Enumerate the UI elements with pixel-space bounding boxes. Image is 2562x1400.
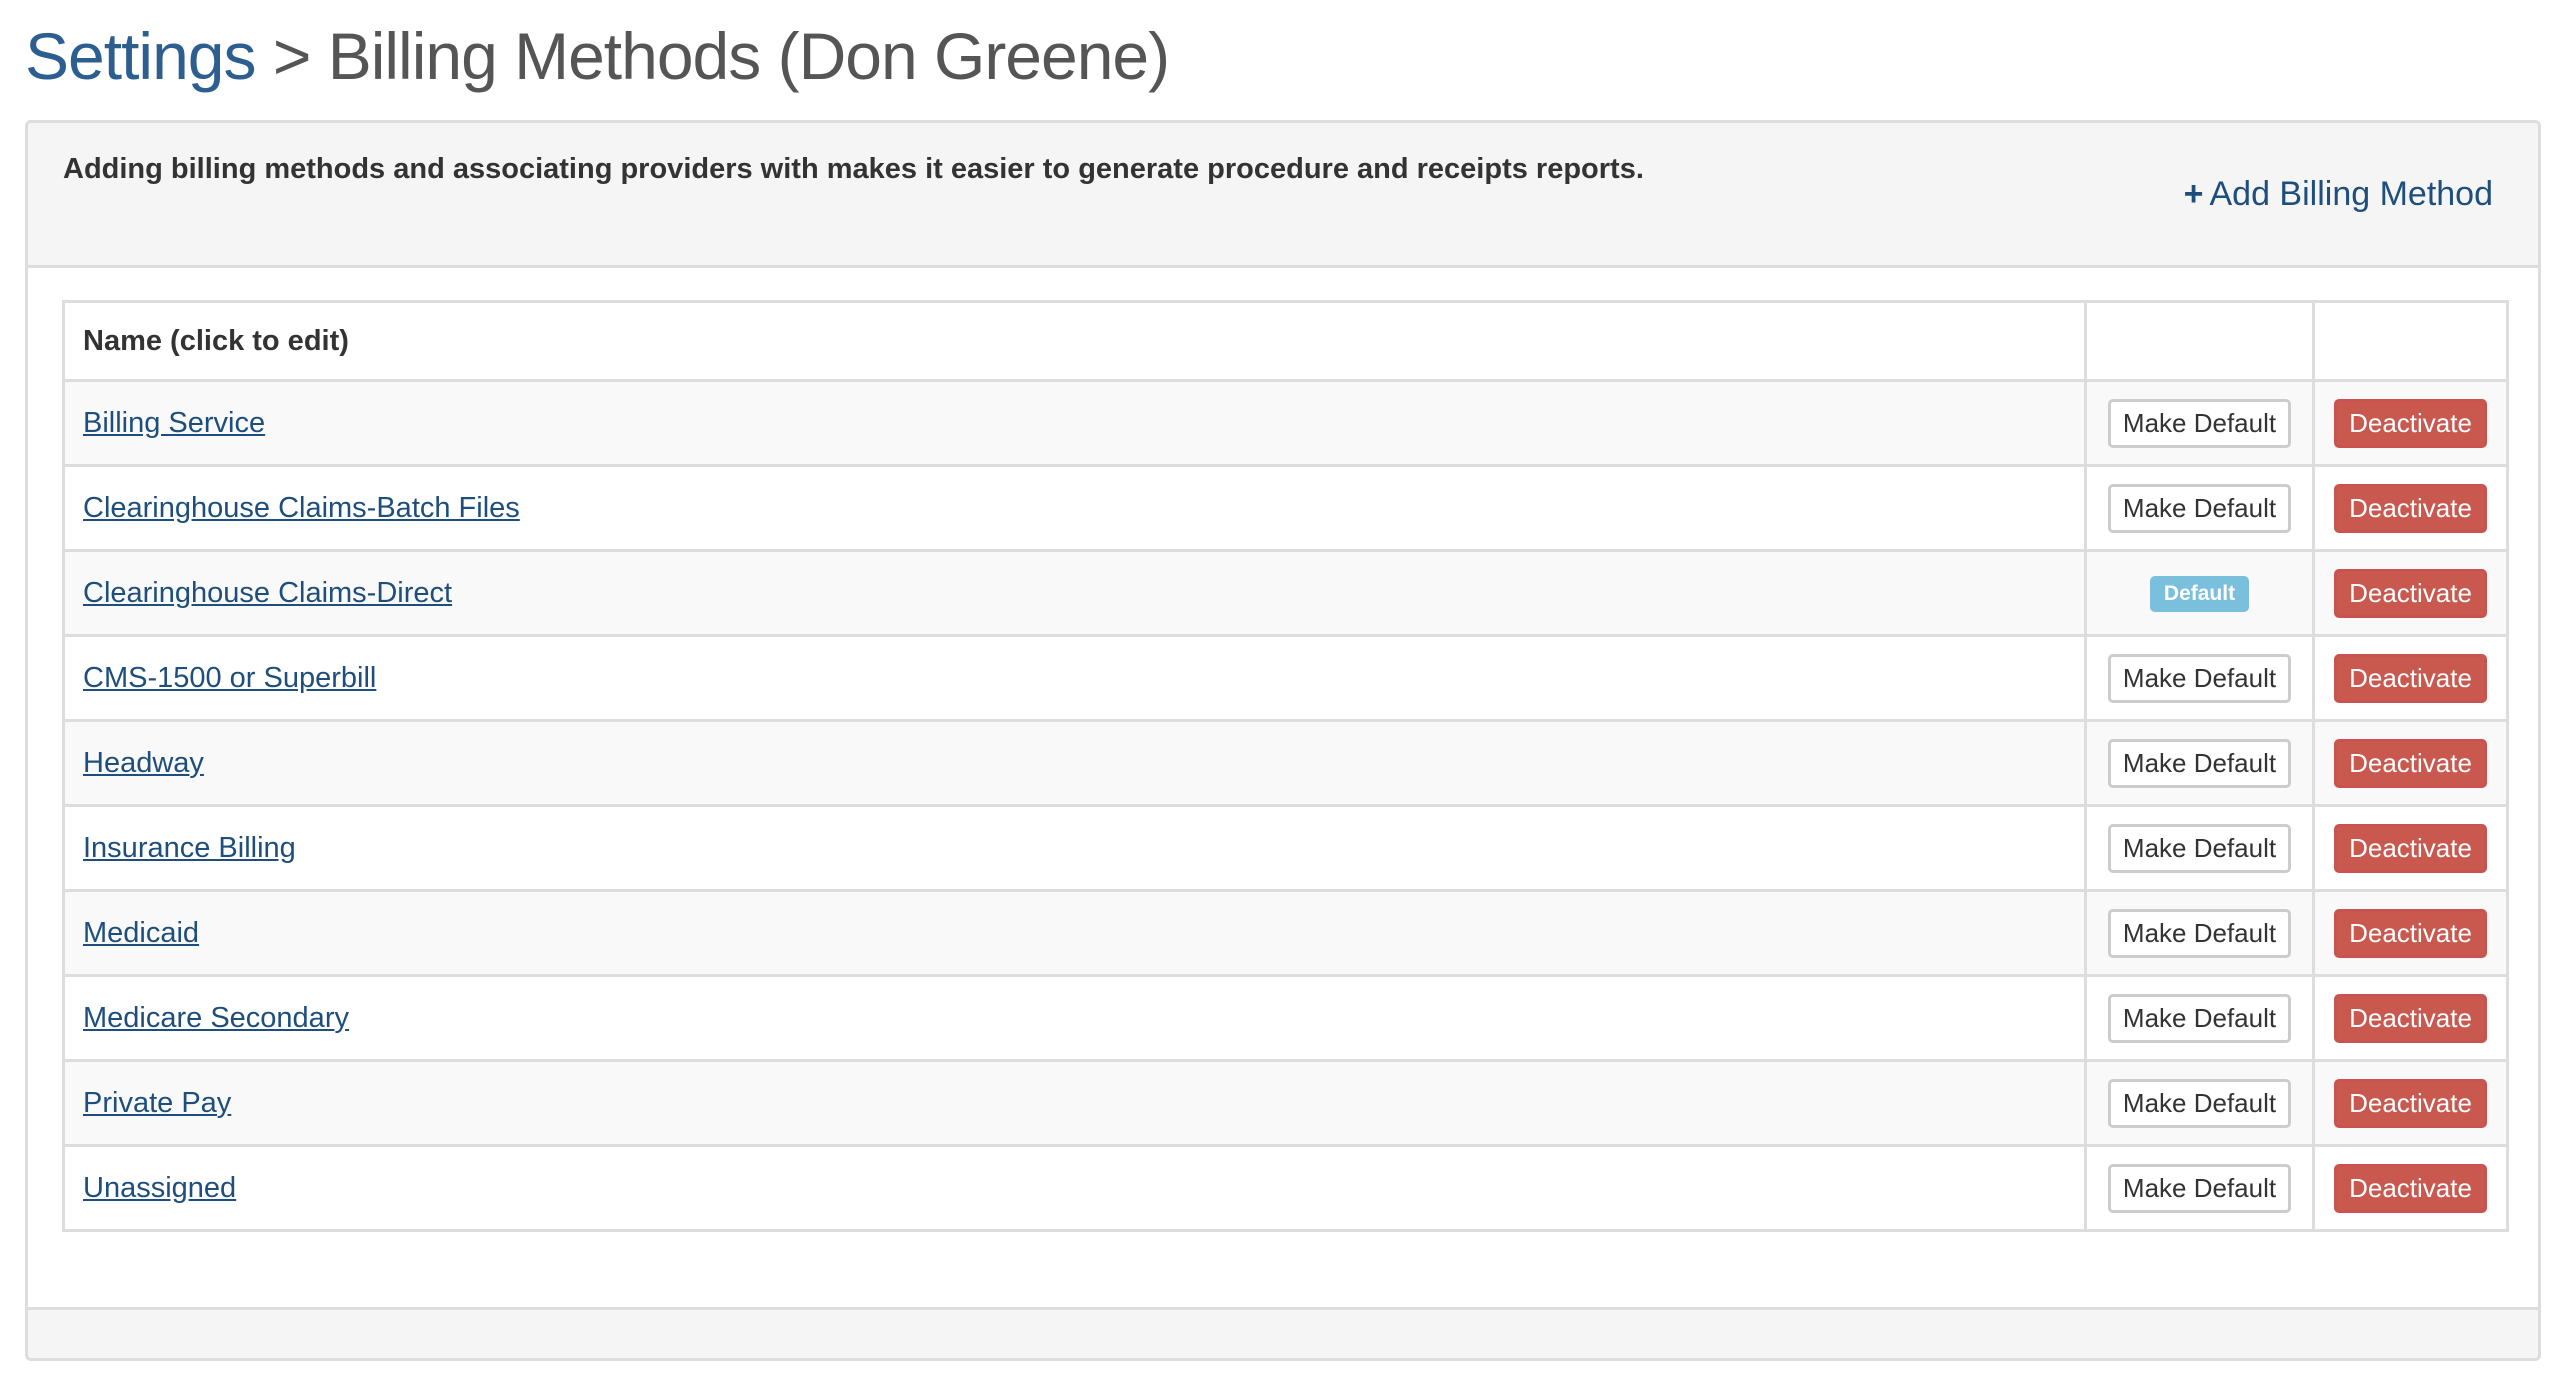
billing-method-link[interactable]: Medicaid — [83, 916, 200, 949]
deactivate-cell: Deactivate — [2312, 549, 2509, 637]
default-cell: Make Default — [2084, 634, 2315, 722]
default-cell: Make Default — [2084, 719, 2315, 807]
default-badge: Default — [2149, 575, 2250, 612]
deactivate-button[interactable]: Deactivate — [2334, 483, 2487, 533]
billing-methods-table: Name (click to edit) Billing Service Make… — [62, 300, 2509, 1232]
deactivate-button[interactable]: Deactivate — [2334, 908, 2487, 958]
default-cell: Make Default — [2084, 974, 2315, 1062]
column-header-default — [2084, 300, 2315, 382]
deactivate-button[interactable]: Deactivate — [2334, 823, 2487, 873]
deactivate-cell: Deactivate — [2312, 974, 2509, 1062]
deactivate-button[interactable]: Deactivate — [2334, 993, 2487, 1043]
table-row: CMS-1500 or Superbill Make Default Deactiv… — [62, 634, 2509, 722]
deactivate-cell: Deactivate — [2312, 719, 2509, 807]
make-default-button[interactable]: Make Default — [2107, 823, 2292, 873]
table-row: Insurance Billing Make Default Deactivate — [62, 804, 2509, 892]
deactivate-cell: Deactivate — [2312, 1059, 2509, 1147]
table-header-row: Name (click to edit) — [62, 300, 2509, 382]
deactivate-button[interactable]: Deactivate — [2334, 568, 2487, 618]
table-row: Clearinghouse Claims-Direct Default Deacti… — [62, 549, 2509, 637]
deactivate-button[interactable]: Deactivate — [2334, 738, 2487, 788]
deactivate-button[interactable]: Deactivate — [2334, 1078, 2487, 1128]
breadcrumb-separator: > — [255, 19, 328, 93]
deactivate-cell: Deactivate — [2312, 464, 2509, 552]
table-row: Headway Make Default Deactivate — [62, 719, 2509, 807]
panel-footer — [28, 1307, 2538, 1358]
deactivate-button[interactable]: Deactivate — [2334, 653, 2487, 703]
default-cell: Make Default — [2084, 889, 2315, 977]
make-default-button[interactable]: Make Default — [2107, 993, 2292, 1043]
billing-method-link[interactable]: Clearinghouse Claims-Direct — [83, 576, 453, 609]
deactivate-cell: Deactivate — [2312, 1144, 2509, 1232]
deactivate-button[interactable]: Deactivate — [2334, 398, 2487, 448]
make-default-button[interactable]: Make Default — [2107, 1163, 2292, 1213]
billing-method-link[interactable]: Private Pay — [83, 1086, 232, 1119]
add-billing-method-label: Add Billing Method — [2209, 175, 2493, 213]
table-row: Clearinghouse Claims-Batch Files Make Def… — [62, 464, 2509, 552]
name-cell: CMS-1500 or Superbill — [62, 634, 2087, 722]
deactivate-cell: Deactivate — [2312, 804, 2509, 892]
deactivate-cell: Deactivate — [2312, 634, 2509, 722]
billing-method-link[interactable]: Billing Service — [83, 406, 266, 439]
make-default-button[interactable]: Make Default — [2107, 653, 2292, 703]
panel-description: Adding billing methods and associating p… — [63, 153, 1644, 185]
billing-method-link[interactable]: Insurance Billing — [83, 831, 296, 864]
name-cell: Clearinghouse Claims-Batch Files — [62, 464, 2087, 552]
billing-methods-panel: Adding billing methods and associating p… — [25, 120, 2541, 1361]
name-cell: Clearinghouse Claims-Direct — [62, 549, 2087, 637]
default-cell: Make Default — [2084, 464, 2315, 552]
table-row: Billing Service Make Default Deactivate — [62, 379, 2509, 467]
make-default-button[interactable]: Make Default — [2107, 398, 2292, 448]
name-cell: Insurance Billing — [62, 804, 2087, 892]
plus-icon: + — [2183, 175, 2204, 213]
page-title-text: Billing Methods (Don Greene) — [327, 19, 1170, 93]
table-row: Unassigned Make Default Deactivate — [62, 1144, 2509, 1232]
column-header-name: Name (click to edit) — [62, 300, 2087, 382]
panel-header: Adding billing methods and associating p… — [28, 123, 2538, 268]
billing-method-link[interactable]: CMS-1500 or Superbill — [83, 661, 377, 694]
billing-method-link[interactable]: Headway — [83, 746, 204, 779]
name-cell: Headway — [62, 719, 2087, 807]
deactivate-cell: Deactivate — [2312, 379, 2509, 467]
deactivate-cell: Deactivate — [2312, 889, 2509, 977]
table-row: Medicaid Make Default Deactivate — [62, 889, 2509, 977]
default-cell: Make Default — [2084, 1059, 2315, 1147]
name-cell: Medicaid — [62, 889, 2087, 977]
name-cell: Billing Service — [62, 379, 2087, 467]
default-cell: Make Default — [2084, 1144, 2315, 1232]
make-default-button[interactable]: Make Default — [2107, 908, 2292, 958]
default-cell: Default — [2084, 549, 2315, 637]
add-billing-method-button[interactable]: + Add Billing Method — [2184, 175, 2493, 214]
page-title: Settings > Billing Methods (Don Greene) — [25, 18, 1170, 94]
default-cell: Make Default — [2084, 379, 2315, 467]
make-default-button[interactable]: Make Default — [2107, 738, 2292, 788]
billing-method-link[interactable]: Medicare Secondary — [83, 1001, 349, 1034]
default-cell: Make Default — [2084, 804, 2315, 892]
billing-method-link[interactable]: Unassigned — [83, 1171, 237, 1204]
name-cell: Medicare Secondary — [62, 974, 2087, 1062]
breadcrumb-settings-link[interactable]: Settings — [25, 19, 256, 93]
table-row: Medicare Secondary Make Default Deactivate — [62, 974, 2509, 1062]
make-default-button[interactable]: Make Default — [2107, 1078, 2292, 1128]
column-header-deactivate — [2312, 300, 2509, 382]
name-cell: Private Pay — [62, 1059, 2087, 1147]
billing-method-link[interactable]: Clearinghouse Claims-Batch Files — [83, 491, 520, 524]
make-default-button[interactable]: Make Default — [2107, 483, 2292, 533]
deactivate-button[interactable]: Deactivate — [2334, 1163, 2487, 1213]
table-row: Private Pay Make Default Deactivate — [62, 1059, 2509, 1147]
name-cell: Unassigned — [62, 1144, 2087, 1232]
